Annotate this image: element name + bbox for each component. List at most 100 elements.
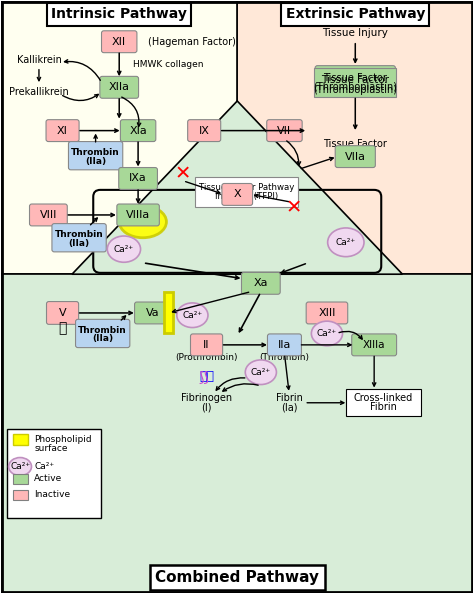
Text: Kallikrein: Kallikrein: [17, 55, 62, 65]
Bar: [12, 474, 27, 484]
Text: VIIa: VIIa: [345, 151, 366, 162]
Text: 🦸: 🦸: [58, 321, 67, 335]
Text: Combined Pathway: Combined Pathway: [155, 570, 319, 585]
Text: (IIa): (IIa): [85, 157, 106, 166]
Bar: [12, 490, 27, 500]
Text: Ca²⁺: Ca²⁺: [336, 238, 356, 247]
Bar: [164, 292, 173, 333]
Text: Ca²⁺: Ca²⁺: [114, 245, 134, 254]
FancyBboxPatch shape: [135, 302, 170, 324]
FancyBboxPatch shape: [306, 302, 348, 324]
Text: Thrombin: Thrombin: [71, 148, 120, 157]
Text: IXa: IXa: [129, 173, 147, 184]
FancyBboxPatch shape: [117, 204, 159, 226]
Text: Tissue Factor: Tissue Factor: [323, 73, 387, 83]
Text: Ca²⁺: Ca²⁺: [251, 368, 271, 377]
FancyBboxPatch shape: [29, 204, 67, 226]
Text: Thrombin: Thrombin: [55, 230, 103, 239]
FancyBboxPatch shape: [46, 119, 79, 141]
Text: Ca²⁺: Ca²⁺: [10, 462, 30, 471]
Text: Cross-linked: Cross-linked: [354, 393, 413, 403]
Text: V: V: [59, 308, 66, 318]
Text: Fibrin: Fibrin: [370, 402, 397, 412]
Bar: [7, 429, 101, 518]
Text: (Thromboplastin): (Thromboplastin): [313, 84, 397, 94]
Text: Tissue Factor: Tissue Factor: [321, 75, 389, 86]
FancyBboxPatch shape: [68, 141, 123, 170]
Text: 𝛼𝛽: 𝛼𝛽: [199, 370, 214, 383]
Text: XI: XI: [57, 125, 68, 135]
Polygon shape: [72, 101, 402, 274]
Text: VIIIa: VIIIa: [126, 210, 150, 220]
Text: Intrinsic Pathway: Intrinsic Pathway: [51, 7, 187, 21]
Text: Ca²⁺: Ca²⁺: [34, 462, 55, 471]
Ellipse shape: [328, 228, 364, 257]
Text: Inhibitor (TFPI): Inhibitor (TFPI): [215, 192, 278, 201]
FancyBboxPatch shape: [346, 389, 421, 416]
FancyBboxPatch shape: [241, 273, 280, 294]
Text: ✕: ✕: [286, 198, 302, 217]
Bar: [12, 434, 27, 445]
Text: II: II: [203, 340, 210, 350]
Text: Ca²⁺: Ca²⁺: [182, 311, 202, 320]
Ellipse shape: [119, 206, 166, 238]
FancyBboxPatch shape: [119, 168, 157, 189]
Text: XII: XII: [112, 37, 126, 47]
Ellipse shape: [177, 303, 208, 327]
Text: Prekallikrein: Prekallikrein: [9, 87, 69, 97]
Text: (IIa): (IIa): [69, 239, 90, 248]
Text: XIIa: XIIa: [109, 83, 130, 92]
Text: XIIIa: XIIIa: [363, 340, 385, 350]
Text: (Hageman Factor): (Hageman Factor): [147, 37, 236, 47]
Text: VIII: VIII: [40, 210, 57, 220]
Text: (Thrombin): (Thrombin): [259, 353, 310, 362]
Text: (I): (I): [201, 402, 212, 412]
Text: Ca²⁺: Ca²⁺: [317, 329, 337, 338]
Text: Phospholipid: Phospholipid: [34, 435, 92, 444]
Polygon shape: [1, 274, 474, 593]
FancyBboxPatch shape: [120, 119, 156, 141]
Text: XIII: XIII: [318, 308, 336, 318]
FancyBboxPatch shape: [75, 320, 130, 347]
FancyBboxPatch shape: [267, 334, 301, 356]
Ellipse shape: [9, 457, 31, 476]
Text: X: X: [233, 189, 241, 200]
Polygon shape: [237, 1, 474, 274]
Ellipse shape: [311, 321, 343, 346]
FancyBboxPatch shape: [191, 334, 223, 356]
FancyBboxPatch shape: [352, 334, 397, 356]
Text: Xa: Xa: [254, 279, 268, 288]
Text: HMWK collagen: HMWK collagen: [133, 60, 204, 69]
FancyBboxPatch shape: [315, 66, 395, 95]
Text: Fibrinogen: Fibrinogen: [181, 393, 232, 403]
Text: Tissue Injury: Tissue Injury: [322, 27, 388, 37]
Text: IX: IX: [199, 125, 210, 135]
FancyBboxPatch shape: [100, 77, 138, 98]
Text: (Thromboplastin): (Thromboplastin): [313, 83, 397, 92]
Text: Va: Va: [146, 308, 159, 318]
Text: (Prothrombin): (Prothrombin): [175, 353, 238, 362]
FancyBboxPatch shape: [335, 146, 375, 168]
Text: XIa: XIa: [129, 125, 147, 135]
Text: Fibrin: Fibrin: [276, 393, 302, 403]
Text: surface: surface: [34, 444, 68, 453]
Ellipse shape: [245, 360, 276, 384]
Text: Tissue Factor: Tissue Factor: [323, 139, 387, 149]
Text: ⟆⟆: ⟆⟆: [199, 371, 210, 385]
FancyBboxPatch shape: [52, 223, 106, 252]
Polygon shape: [1, 1, 237, 274]
FancyBboxPatch shape: [314, 68, 396, 97]
Text: Active: Active: [34, 475, 63, 484]
Text: (IIa): (IIa): [92, 334, 113, 343]
Ellipse shape: [107, 236, 141, 263]
FancyBboxPatch shape: [101, 31, 137, 53]
FancyBboxPatch shape: [188, 119, 221, 141]
Text: Inactive: Inactive: [34, 490, 70, 500]
Text: (Ia): (Ia): [281, 402, 297, 412]
Text: ✕: ✕: [175, 165, 191, 184]
Text: VII: VII: [277, 125, 292, 135]
Text: IIa: IIa: [278, 340, 291, 350]
Text: Extrinsic Pathway: Extrinsic Pathway: [286, 7, 425, 21]
FancyBboxPatch shape: [267, 119, 302, 141]
FancyBboxPatch shape: [222, 184, 253, 206]
